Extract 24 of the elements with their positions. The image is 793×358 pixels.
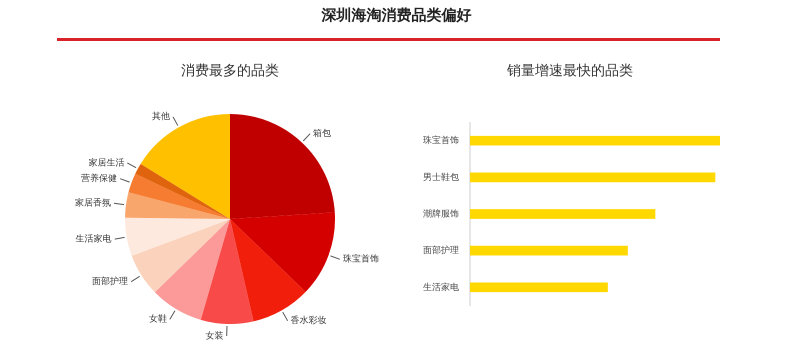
slice-label: 香水彩妆 <box>290 315 327 326</box>
y-tick-label: 面部护理 <box>423 245 459 256</box>
slice-label: 生活家电 <box>76 233 112 244</box>
slice-label: 女鞋 <box>148 314 167 325</box>
slice-label: 女装 <box>206 330 224 342</box>
chart-title: 销量增速最快的品类 <box>506 62 634 81</box>
y-tick-label: 男士鞋包 <box>423 172 459 182</box>
bar <box>470 209 656 219</box>
y-tick-label: 珠宝首饰 <box>423 135 459 146</box>
bar <box>470 282 608 292</box>
bar <box>470 246 628 256</box>
slice-label: 其他 <box>152 111 170 122</box>
y-tick-label: 潮牌服饰 <box>423 208 459 218</box>
slice-label: 家居香氛 <box>75 198 112 209</box>
slice-label: 营养保健 <box>81 173 118 184</box>
bar <box>470 172 716 182</box>
slice-label: 面部护理 <box>92 276 128 288</box>
y-tick-label: 生活家电 <box>423 282 459 292</box>
slice-label: 箱包 <box>313 128 332 140</box>
slice-label: 珠宝首饰 <box>342 254 379 265</box>
bar <box>470 136 720 146</box>
chart-subtitle: 消费最多的品类 <box>180 62 280 81</box>
slice-label: 家居生活 <box>88 157 124 168</box>
chart-title: 深圳海淘消费品类偏好 <box>320 6 472 25</box>
